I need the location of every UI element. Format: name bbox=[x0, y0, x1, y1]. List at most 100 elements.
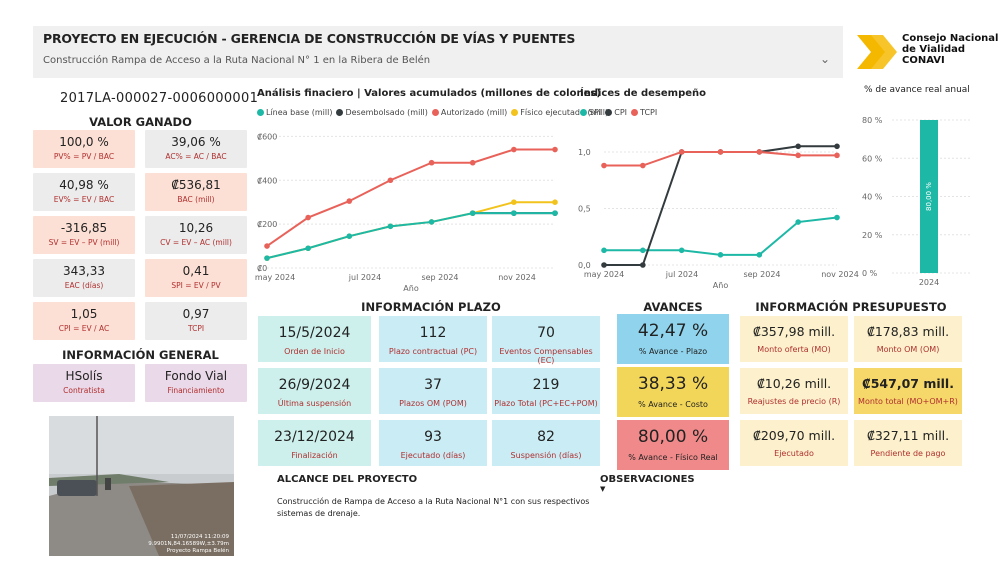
data-point bbox=[756, 149, 763, 155]
conavi-logo-text: Consejo Nacional de Vialidad CONAVI bbox=[902, 33, 999, 66]
x-tick-label: may 2024 bbox=[255, 273, 295, 282]
plazo-title: INFORMACIÓN PLAZO bbox=[361, 300, 501, 314]
alcance-title: ALCANCE DEL PROYECTO bbox=[277, 474, 418, 485]
presupuesto-card: ₡209,70 mill. Ejecutado bbox=[740, 420, 848, 466]
avance-label: % Avance - Plazo bbox=[638, 347, 708, 356]
page-title: PROYECTO EN EJECUCIÓN - GERENCIA DE CONS… bbox=[43, 31, 576, 46]
data-point bbox=[795, 219, 801, 225]
data-point bbox=[346, 198, 353, 204]
avance-label: % Avance - Costo bbox=[638, 400, 708, 409]
legend-tcpi: TCPI bbox=[631, 108, 657, 117]
data-point bbox=[717, 149, 724, 155]
x-tick-label: nov 2024 bbox=[498, 273, 536, 282]
data-point bbox=[717, 252, 724, 258]
kpi-label: SPI = EV / PV bbox=[171, 281, 221, 290]
data-point bbox=[795, 152, 801, 159]
avance-card: 80,00 % % Avance - Físico Real bbox=[617, 420, 729, 470]
photo-caption-coords: 9.9901N,84.16589W,±3.79m bbox=[148, 541, 229, 547]
y-tick-label: ₡400 bbox=[257, 176, 277, 185]
kpi-value: 10,26 bbox=[178, 221, 214, 235]
legend-autorizado: Autorizado (mill) bbox=[431, 108, 507, 117]
plazo-card: 70 Eventos Compensables (EC) bbox=[492, 316, 600, 365]
project-header bbox=[33, 26, 843, 78]
kpi-card: 100,0 % PV% = PV / BAC bbox=[33, 130, 135, 168]
data-point bbox=[795, 143, 801, 150]
plazo-value: 70 bbox=[537, 325, 555, 341]
series-line bbox=[604, 145, 837, 266]
plazo-value: 82 bbox=[537, 429, 555, 445]
kpi-value: 39,06 % bbox=[171, 135, 221, 149]
chevron-down-icon[interactable]: ⌄ bbox=[820, 52, 831, 66]
data-point bbox=[469, 159, 476, 166]
plazo-value: 15/5/2024 bbox=[278, 325, 351, 341]
performance-line-chart: 0,0 0,5 1,0 may 2024 jul 2024 sep 2024 nov 202… bbox=[578, 143, 859, 290]
series-line bbox=[266, 212, 555, 260]
y-tick-label: 1,0 bbox=[578, 148, 591, 157]
plazo-card: 219 Plazo Total (PC+EC+POM) bbox=[492, 368, 600, 414]
x-axis-label: Año bbox=[713, 281, 729, 290]
series-line bbox=[266, 148, 555, 247]
plazo-value: 37 bbox=[424, 377, 442, 393]
plazo-label: Eventos Compensables (EC) bbox=[499, 347, 593, 365]
data-point bbox=[305, 214, 311, 221]
plazo-label: Orden de Inicio bbox=[284, 347, 345, 356]
plazo-label: Finalización bbox=[291, 451, 338, 460]
kpi-card: 39,06 % AC% = AC / BAC bbox=[145, 130, 247, 168]
legend-fisico: Físico ejecutado (mill) bbox=[511, 108, 608, 117]
kpi-label: CV = EV – AC (mill) bbox=[160, 238, 232, 247]
presupuesto-value: ₡178,83 mill. bbox=[866, 324, 950, 339]
presupuesto-label: Monto total (MO+OM+R) bbox=[858, 397, 958, 406]
y-tick-label: 0 % bbox=[862, 269, 878, 278]
x-axis-label: Año bbox=[403, 284, 419, 293]
plazo-card: 112 Plazo contractual (PC) bbox=[379, 316, 487, 362]
y-tick-label: 80 % bbox=[862, 116, 883, 125]
kpi-card: 10,26 CV = EV – AC (mill) bbox=[145, 216, 247, 254]
data-point bbox=[552, 199, 558, 205]
presupuesto-label: Pendiente de pago bbox=[870, 449, 946, 458]
photo-caption-time: 11/07/2024 11:20:09 bbox=[171, 534, 230, 540]
presupuesto-label: Ejecutado bbox=[774, 449, 814, 458]
plazo-card: 82 Suspensión (días) bbox=[492, 420, 600, 466]
bar-data-label: 80,00 % bbox=[925, 182, 933, 211]
kpi-label: PV% = PV / BAC bbox=[53, 152, 115, 161]
avance-label: % Avance - Físico Real bbox=[628, 453, 718, 462]
data-point bbox=[834, 143, 840, 150]
presupuesto-value: ₡209,70 mill. bbox=[752, 428, 836, 443]
presupuesto-card: ₡327,11 mill. Pendiente de pago bbox=[854, 420, 962, 466]
data-point bbox=[469, 210, 476, 216]
caret-down-icon[interactable]: ▼ bbox=[600, 485, 606, 493]
x-tick-label: jul 2024 bbox=[665, 270, 698, 279]
data-point bbox=[640, 162, 646, 169]
contratista-card: HSolís Contratista bbox=[33, 364, 135, 402]
data-point bbox=[601, 162, 607, 169]
kpi-card: 40,98 % EV% = EV / BAC bbox=[33, 173, 135, 211]
presupuesto-value: ₡547,07 mill. bbox=[862, 376, 954, 391]
conavi-logo-icon bbox=[857, 35, 897, 69]
kpi-label: TCPI bbox=[187, 324, 205, 333]
project-dropdown[interactable]: Construcción Rampa de Acceso a la Ruta N… bbox=[43, 55, 431, 66]
data-point bbox=[428, 219, 435, 225]
kpi-label: SV = EV – PV (mill) bbox=[48, 238, 120, 247]
plazo-card: 93 Ejecutado (días) bbox=[379, 420, 487, 466]
x-tick-label: sep 2024 bbox=[421, 273, 458, 282]
annual-bar-chart: 0 % 20 % 40 % 60 % 80 % 80,00 % 2024 bbox=[862, 116, 970, 287]
data-point bbox=[834, 152, 840, 159]
data-point bbox=[552, 210, 558, 216]
x-tick-label: 2024 bbox=[919, 278, 939, 287]
avance-value: 42,47 % bbox=[637, 321, 709, 341]
y-tick-label: ₡0 bbox=[257, 264, 267, 273]
presupuesto-value: ₡357,98 mill. bbox=[752, 324, 836, 339]
plazo-label: Plazos OM (POM) bbox=[399, 399, 467, 408]
plazo-value: 219 bbox=[532, 377, 560, 393]
plazo-value: 112 bbox=[419, 325, 447, 341]
kpi-label: EV% = EV / BAC bbox=[53, 195, 115, 204]
kpi-value: 1,05 bbox=[70, 307, 98, 321]
kpi-label: BAC (mill) bbox=[177, 195, 215, 204]
kpi-card: 343,33 EAC (días) bbox=[33, 259, 135, 297]
y-tick-label: ₡200 bbox=[257, 220, 277, 229]
data-point bbox=[601, 262, 607, 268]
alcance-text: Construcción de Rampa de Acceso a la Rut… bbox=[277, 497, 590, 518]
kpi-label: CPI = EV / AC bbox=[58, 324, 110, 333]
data-point bbox=[552, 146, 558, 153]
financial-line-chart: ₡0 ₡200 ₡400 ₡600 may 2024 jul 2024 sep 2024 no… bbox=[255, 132, 558, 293]
